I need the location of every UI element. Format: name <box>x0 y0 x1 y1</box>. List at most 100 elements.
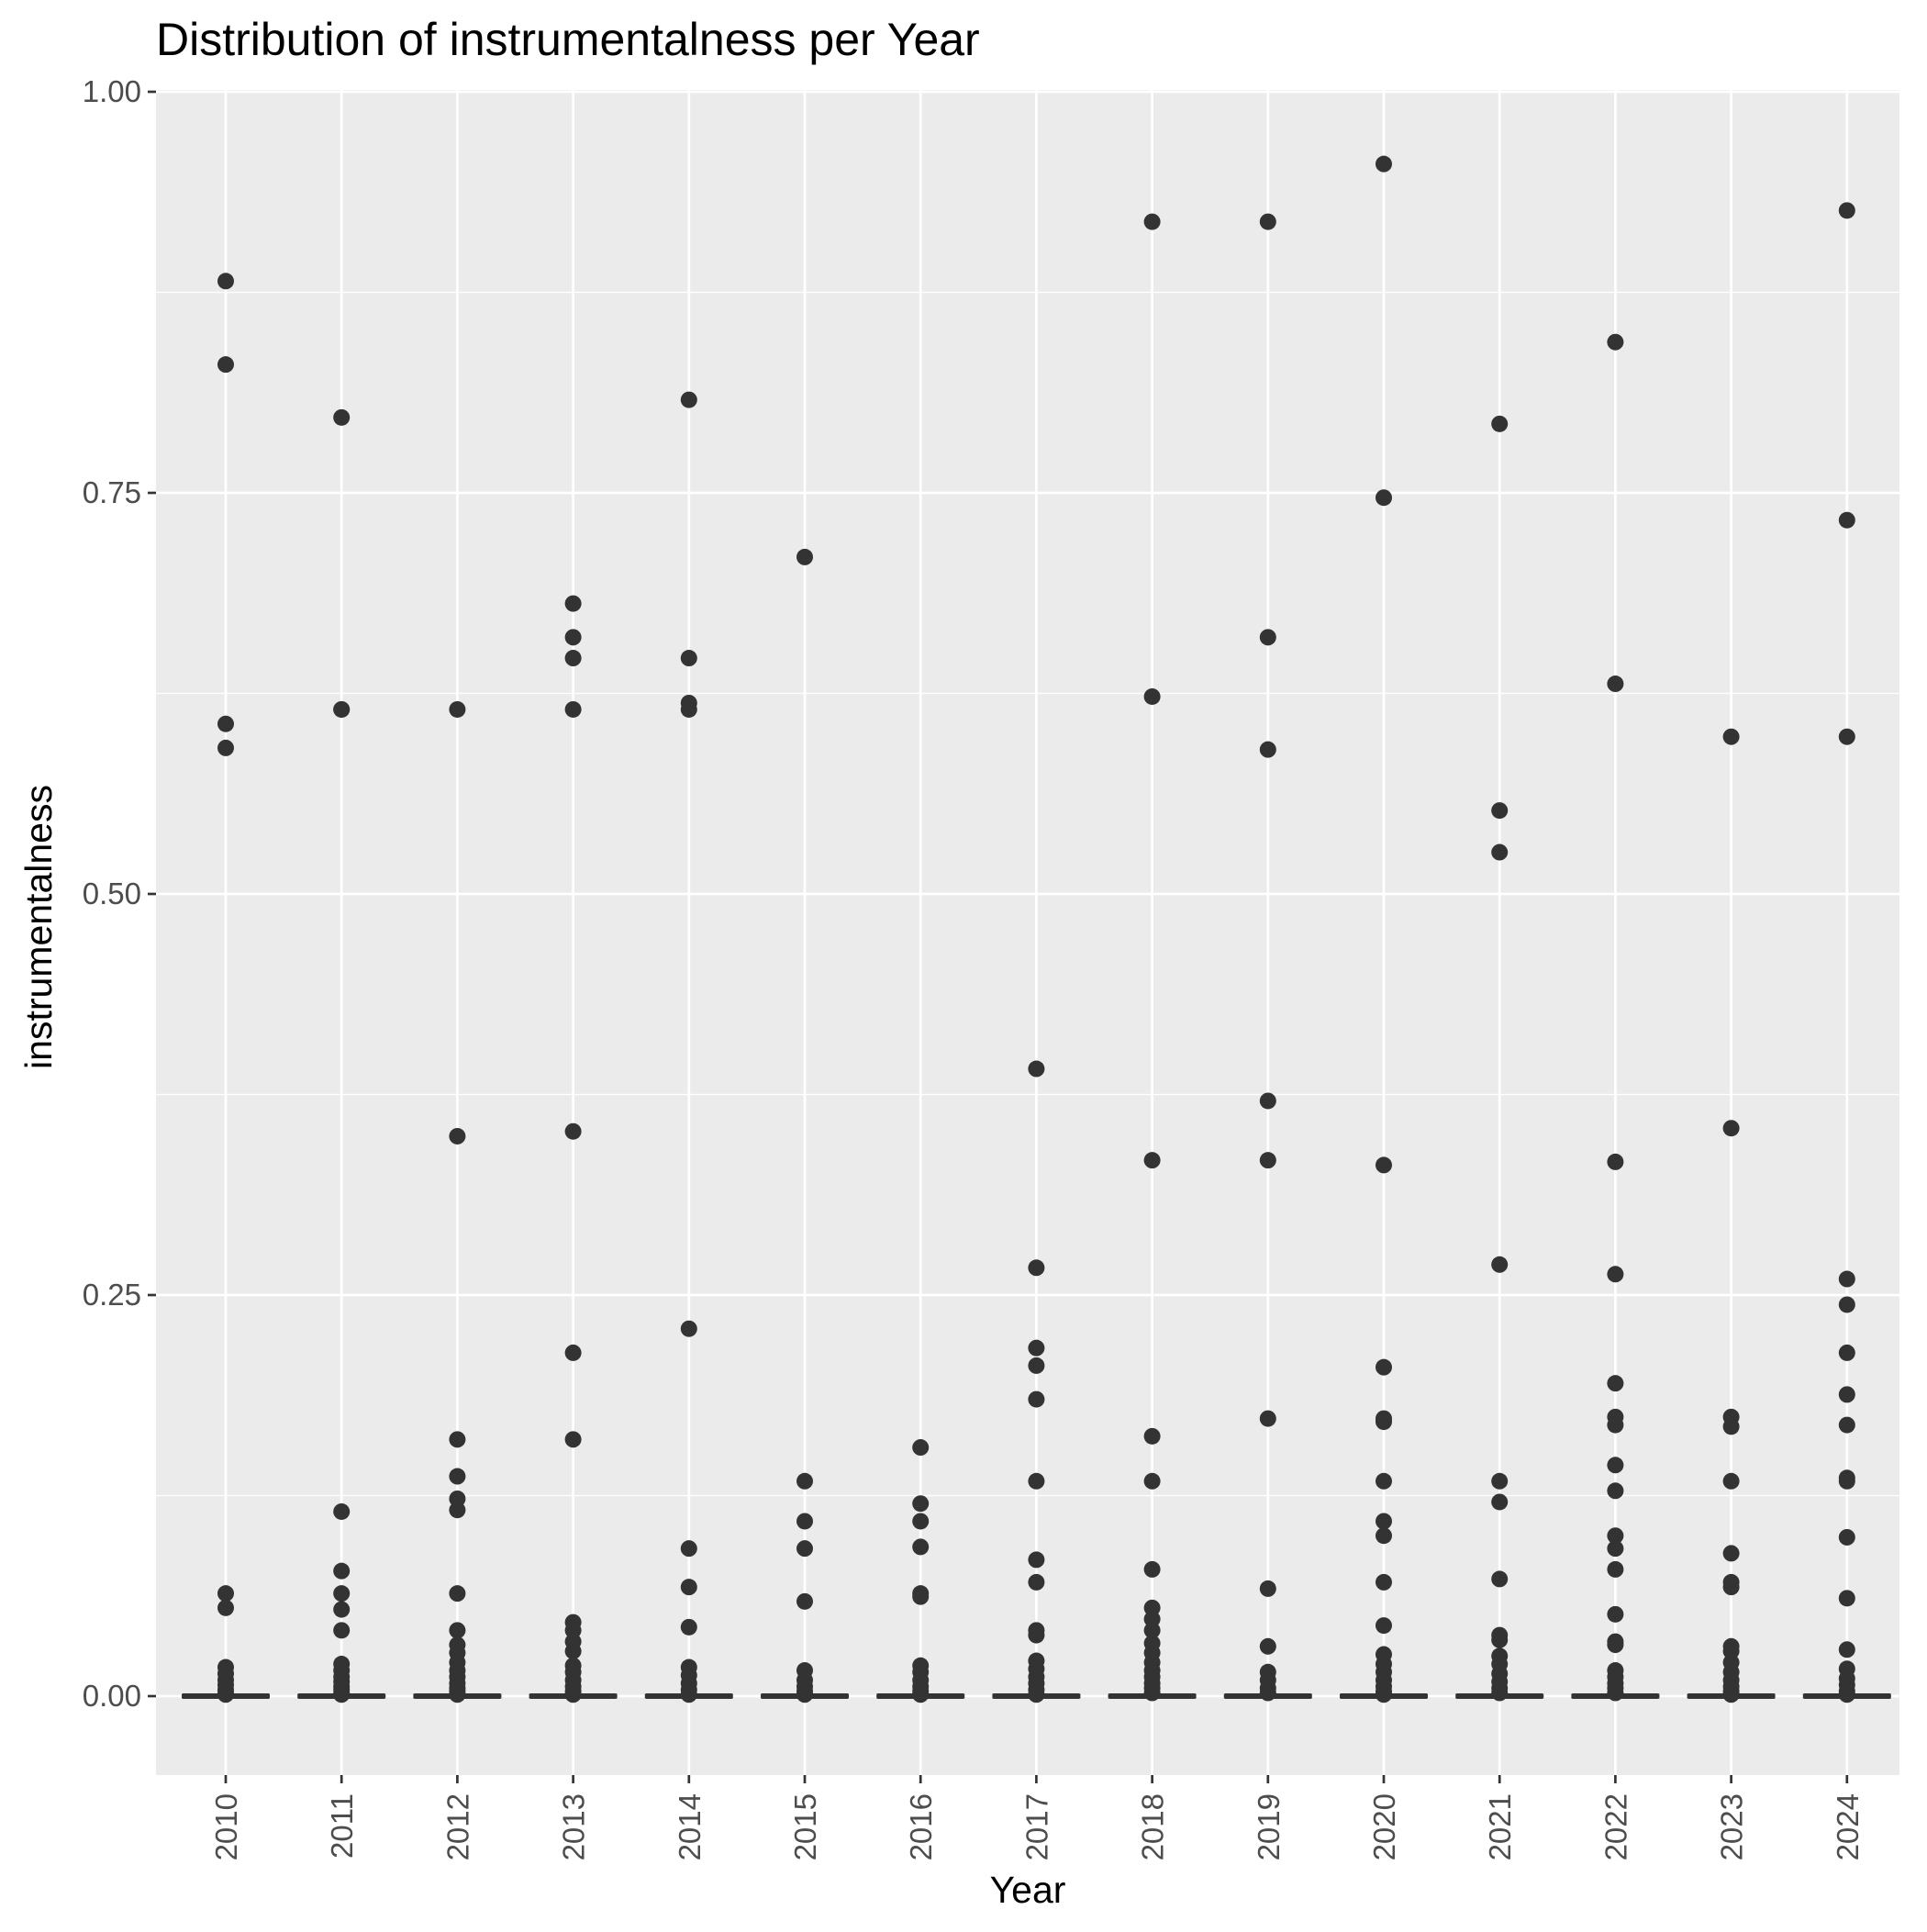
outlier-point <box>1607 1684 1624 1702</box>
outlier-point <box>1607 1457 1624 1474</box>
outlier-point <box>1607 1416 1624 1434</box>
outlier-point <box>1259 629 1276 646</box>
outlier-point <box>1028 1551 1045 1569</box>
outlier-point <box>564 1686 582 1703</box>
outlier-point <box>680 1686 697 1703</box>
x-tick-label: 2012 <box>440 1793 474 1860</box>
outlier-point <box>1028 1339 1045 1357</box>
outlier-point <box>1491 1684 1509 1702</box>
y-tick-label: 0.25 <box>83 1278 141 1312</box>
outlier-point <box>912 1495 930 1513</box>
outlier-point <box>1028 1626 1045 1644</box>
outlier-point <box>333 1622 351 1639</box>
outlier-point <box>1259 741 1276 758</box>
outlier-point <box>1607 1540 1624 1558</box>
outlier-point <box>333 1686 351 1703</box>
outlier-point <box>1376 1686 1392 1703</box>
outlier-point <box>680 1579 697 1596</box>
outlier-point <box>1376 155 1392 173</box>
outlier-point <box>1376 1527 1392 1545</box>
outlier-point <box>1028 1060 1045 1078</box>
outlier-point <box>564 629 582 646</box>
y-tick-label: 0.50 <box>83 877 141 910</box>
outlier-point <box>1722 728 1740 745</box>
outlier-point <box>680 391 697 408</box>
outlier-point <box>1722 1545 1740 1562</box>
outlier-point <box>1259 1410 1276 1427</box>
outlier-point <box>564 650 582 667</box>
outlier-point <box>1028 1686 1045 1703</box>
outlier-point <box>1143 1560 1161 1578</box>
x-tick-label: 2010 <box>209 1793 243 1860</box>
outlier-point <box>333 700 351 718</box>
outlier-point <box>564 1122 582 1140</box>
y-tick-label: 1.00 <box>83 74 141 108</box>
outlier-point <box>217 1686 234 1703</box>
outlier-point <box>1259 1152 1276 1169</box>
outlier-point <box>1607 1153 1624 1170</box>
outlier-point <box>1607 1527 1624 1545</box>
outlier-point <box>796 1686 813 1703</box>
outlier-point <box>1838 511 1855 529</box>
outlier-point <box>217 1599 234 1616</box>
outlier-point <box>912 1439 930 1457</box>
outlier-point <box>449 1622 466 1639</box>
x-axis: 2010 2011 2012 2013 2014 2015 2016 2017 2018 2019… <box>209 1775 1865 1860</box>
x-tick-label: 2016 <box>904 1793 938 1860</box>
y-tick-label: 0.75 <box>83 475 141 509</box>
outlier-point <box>1722 1579 1740 1596</box>
outlier-point <box>1491 1256 1509 1273</box>
outlier-point <box>564 700 582 718</box>
outlier-point <box>1491 802 1509 820</box>
outlier-point <box>1491 843 1509 861</box>
outlier-point <box>1259 213 1276 230</box>
x-tick-label: 2024 <box>1831 1793 1865 1860</box>
outlier-point <box>1143 213 1161 230</box>
outlier-point <box>1722 1120 1740 1137</box>
outlier-point <box>449 1431 466 1448</box>
outlier-point <box>912 1588 930 1605</box>
outlier-point <box>333 1601 351 1618</box>
outlier-point <box>449 1502 466 1519</box>
outlier-point <box>680 1320 697 1337</box>
outlier-point <box>1143 1472 1161 1490</box>
outlier-point <box>564 1344 582 1361</box>
outlier-point <box>333 1585 351 1603</box>
outlier-point <box>449 1585 466 1603</box>
outlier-point <box>1838 1472 1855 1490</box>
plot-panel <box>156 90 1899 1775</box>
outlier-point <box>1376 1358 1392 1376</box>
outlier-point <box>449 1127 466 1145</box>
x-tick-label: 2020 <box>1367 1793 1401 1860</box>
outlier-point <box>217 273 234 290</box>
outlier-point <box>1376 1413 1392 1431</box>
outlier-point <box>1838 1386 1855 1403</box>
outlier-point <box>564 595 582 612</box>
outlier-point <box>1838 1686 1855 1703</box>
outlier-point <box>1607 333 1624 351</box>
x-tick-label: 2017 <box>1019 1793 1053 1860</box>
outlier-point <box>1838 1528 1855 1546</box>
outlier-point <box>1838 1344 1855 1361</box>
outlier-point <box>680 1618 697 1636</box>
outlier-point <box>1838 202 1855 219</box>
outlier-point <box>217 715 234 732</box>
outlier-point <box>796 1592 813 1610</box>
outlier-point <box>796 1540 813 1558</box>
outlier-point <box>1838 1296 1855 1313</box>
outlier-point <box>333 1562 351 1580</box>
outlier-point <box>1259 1092 1276 1110</box>
outlier-point <box>564 1643 582 1660</box>
outlier-point <box>680 1540 697 1558</box>
x-tick-label: 2023 <box>1715 1793 1749 1860</box>
outlier-point <box>680 650 697 667</box>
outlier-point <box>1028 1259 1045 1277</box>
outlier-point <box>1607 1266 1624 1283</box>
outlier-point <box>1143 1427 1161 1445</box>
x-tick-label: 2021 <box>1483 1793 1517 1860</box>
outlier-point <box>217 739 234 756</box>
outlier-point <box>1259 1580 1276 1597</box>
outlier-point <box>1838 728 1855 745</box>
